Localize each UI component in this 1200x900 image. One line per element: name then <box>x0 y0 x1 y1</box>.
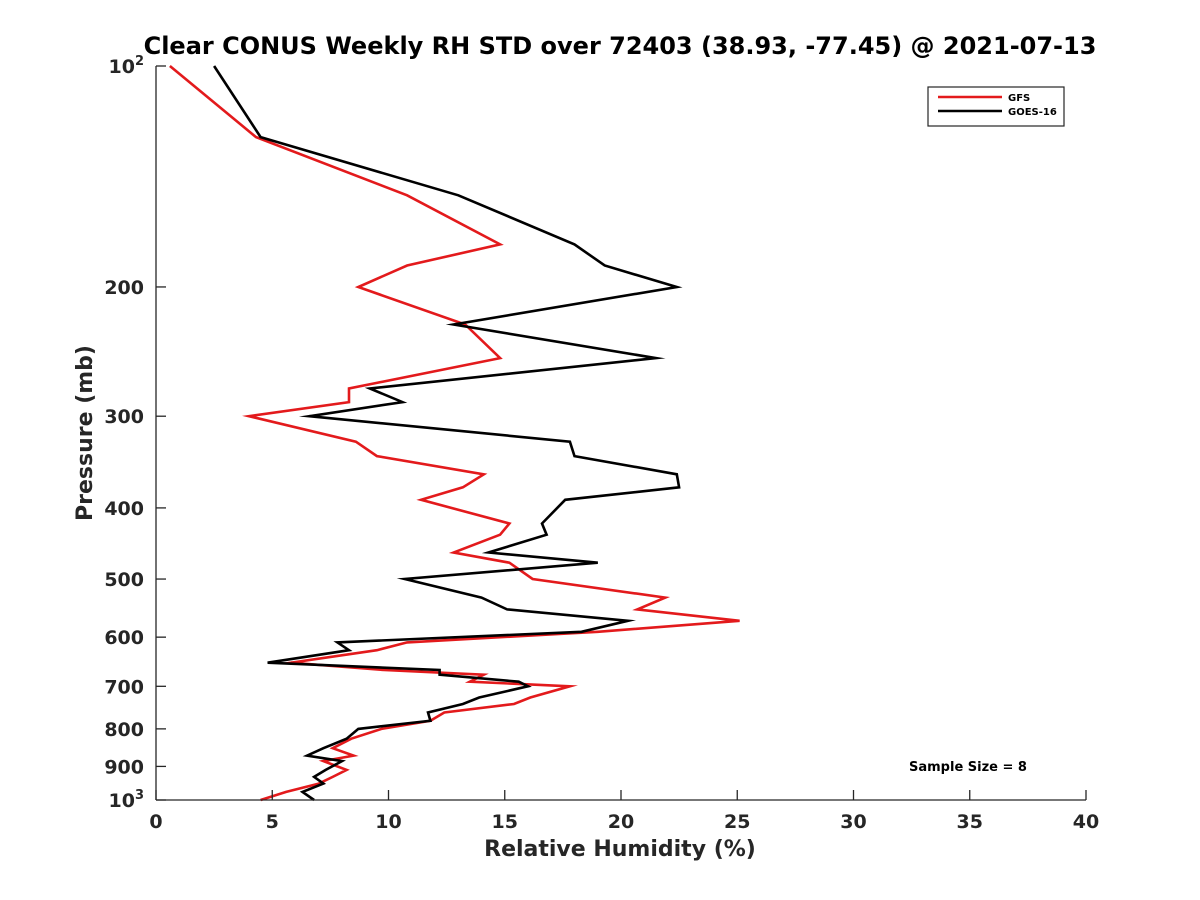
x-tick-label: 40 <box>1073 811 1099 833</box>
x-tick-label: 25 <box>724 811 750 833</box>
y-tick-label: 700 <box>104 676 144 698</box>
legend-box <box>927 86 1065 127</box>
x-tick-label: 30 <box>840 811 866 833</box>
x-tick-label: 15 <box>492 811 518 833</box>
chart-title: Clear CONUS Weekly RH STD over 72403 (38… <box>144 32 1097 60</box>
x-tick-label: 20 <box>608 811 634 833</box>
x-tick-label: 10 <box>375 811 401 833</box>
y-axis-label: Pressure (mb) <box>73 345 98 521</box>
y-tick-label: 200 <box>104 277 144 299</box>
series-layer <box>169 64 740 802</box>
y-tick-label: 102 <box>109 54 145 78</box>
x-axis-label: Relative Humidity (%) <box>484 837 756 862</box>
plot-area <box>156 66 1086 800</box>
x-tick-label: 5 <box>266 811 279 833</box>
series-line-goes-16 <box>213 65 683 802</box>
plot-background <box>156 66 1086 800</box>
legend-label-goes-16: GOES-16 <box>1008 107 1057 118</box>
y-tick-label: 400 <box>104 498 144 520</box>
axes: 0 5 10 15 20 25 30 35 40 102 200 300 400 500 600 700 800… <box>104 54 1099 833</box>
y-tick-label: 800 <box>104 719 144 741</box>
sample-size-annotation: Sample Size = 8 <box>909 760 1027 775</box>
x-tick-label: 35 <box>957 811 983 833</box>
x-tick-label: 0 <box>149 811 162 833</box>
series-line-gfs <box>169 64 740 802</box>
legend-label-gfs: GFS <box>1008 93 1030 104</box>
y-tick-label: 300 <box>104 406 144 428</box>
y-tick-label: 900 <box>104 756 144 778</box>
y-tick-label: 103 <box>109 788 145 812</box>
legend: GFS GOES-16 <box>927 86 1065 127</box>
y-tick-label: 500 <box>104 569 144 591</box>
y-tick-label: 600 <box>104 627 144 649</box>
